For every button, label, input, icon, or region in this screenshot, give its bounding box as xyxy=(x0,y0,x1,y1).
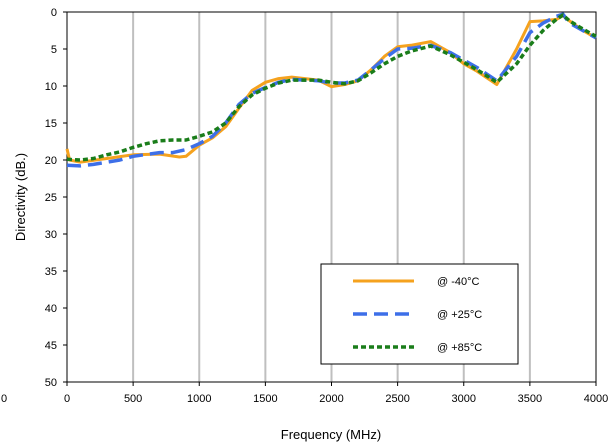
legend-box xyxy=(320,263,519,365)
x-tick-label: 0 xyxy=(64,393,70,405)
x-axis-title: Frequency (MHz) xyxy=(281,427,381,442)
x-tick-labels: 0 500 1000 1500 2000 2500 3000 3500 4000 xyxy=(64,393,608,405)
legend-label-1: @ -40°C xyxy=(437,276,480,288)
y-tick-label: 35 xyxy=(45,266,57,278)
x-tick-label: 1500 xyxy=(253,393,277,405)
y-tick-label: 30 xyxy=(45,229,57,241)
data-series xyxy=(65,12,597,168)
x-tick-label: 3000 xyxy=(452,393,476,405)
legend-label-3: @ +85°C xyxy=(437,342,482,354)
x-tick-label: 2000 xyxy=(319,393,343,405)
y-tick-labels: 0 5 10 15 20 25 30 35 40 45 50 xyxy=(45,7,57,389)
vertical-gridlines xyxy=(132,12,531,382)
series-line-3 xyxy=(66,13,597,162)
y-tick-label: 20 xyxy=(45,155,57,167)
y-tick-label: 5 xyxy=(51,44,57,56)
y-tick-label: 10 xyxy=(45,81,57,93)
legend: @ -40°C @ +25°C @ +85°C xyxy=(320,263,519,365)
y-tick-label: 0 xyxy=(51,7,57,19)
axis-ticks xyxy=(63,11,597,386)
series-line-1 xyxy=(65,14,597,164)
legend-label-2: @ +25°C xyxy=(437,309,482,321)
y-tick-label: 50 xyxy=(45,377,57,389)
y-tick-label: 15 xyxy=(45,118,57,130)
y-tick-label: 40 xyxy=(45,303,57,315)
x-tick-label: 3500 xyxy=(518,393,542,405)
y-tick-label: 25 xyxy=(45,192,57,204)
x-tick-label: 500 xyxy=(124,393,142,405)
y-axis-title: Directivity (dB.) xyxy=(13,153,28,241)
x-tick-label: 1000 xyxy=(187,393,211,405)
x-tick-label-extra: 0 xyxy=(1,393,7,405)
x-tick-label: 2500 xyxy=(385,393,409,405)
y-tick-label: 45 xyxy=(45,340,57,352)
x-tick-label: 4000 xyxy=(584,393,608,405)
